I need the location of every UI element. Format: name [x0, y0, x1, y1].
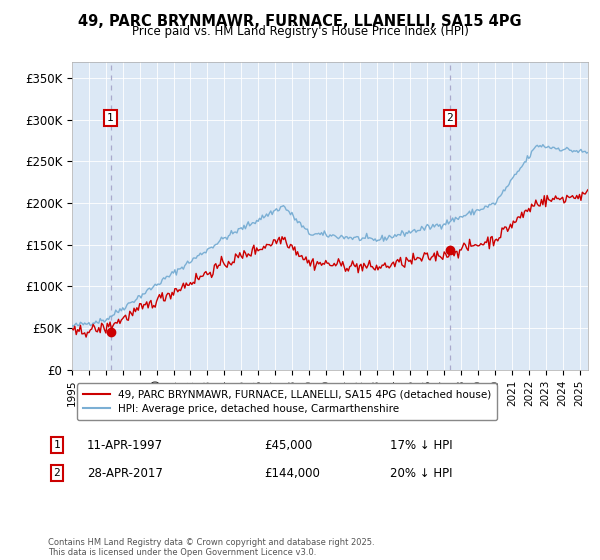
Text: 20% ↓ HPI: 20% ↓ HPI [390, 466, 452, 480]
Text: 49, PARC BRYNMAWR, FURNACE, LLANELLI, SA15 4PG: 49, PARC BRYNMAWR, FURNACE, LLANELLI, SA… [78, 14, 522, 29]
Text: 2: 2 [53, 468, 61, 478]
Text: 1: 1 [107, 113, 114, 123]
Text: 17% ↓ HPI: 17% ↓ HPI [390, 438, 452, 452]
Text: 2: 2 [446, 113, 453, 123]
Text: 11-APR-1997: 11-APR-1997 [87, 438, 163, 452]
Text: 28-APR-2017: 28-APR-2017 [87, 466, 163, 480]
Text: 1: 1 [53, 440, 61, 450]
Text: £45,000: £45,000 [264, 438, 312, 452]
Text: Contains HM Land Registry data © Crown copyright and database right 2025.
This d: Contains HM Land Registry data © Crown c… [48, 538, 374, 557]
Text: £144,000: £144,000 [264, 466, 320, 480]
Text: Price paid vs. HM Land Registry's House Price Index (HPI): Price paid vs. HM Land Registry's House … [131, 25, 469, 38]
Legend: 49, PARC BRYNMAWR, FURNACE, LLANELLI, SA15 4PG (detached house), HPI: Average pr: 49, PARC BRYNMAWR, FURNACE, LLANELLI, SA… [77, 384, 497, 420]
